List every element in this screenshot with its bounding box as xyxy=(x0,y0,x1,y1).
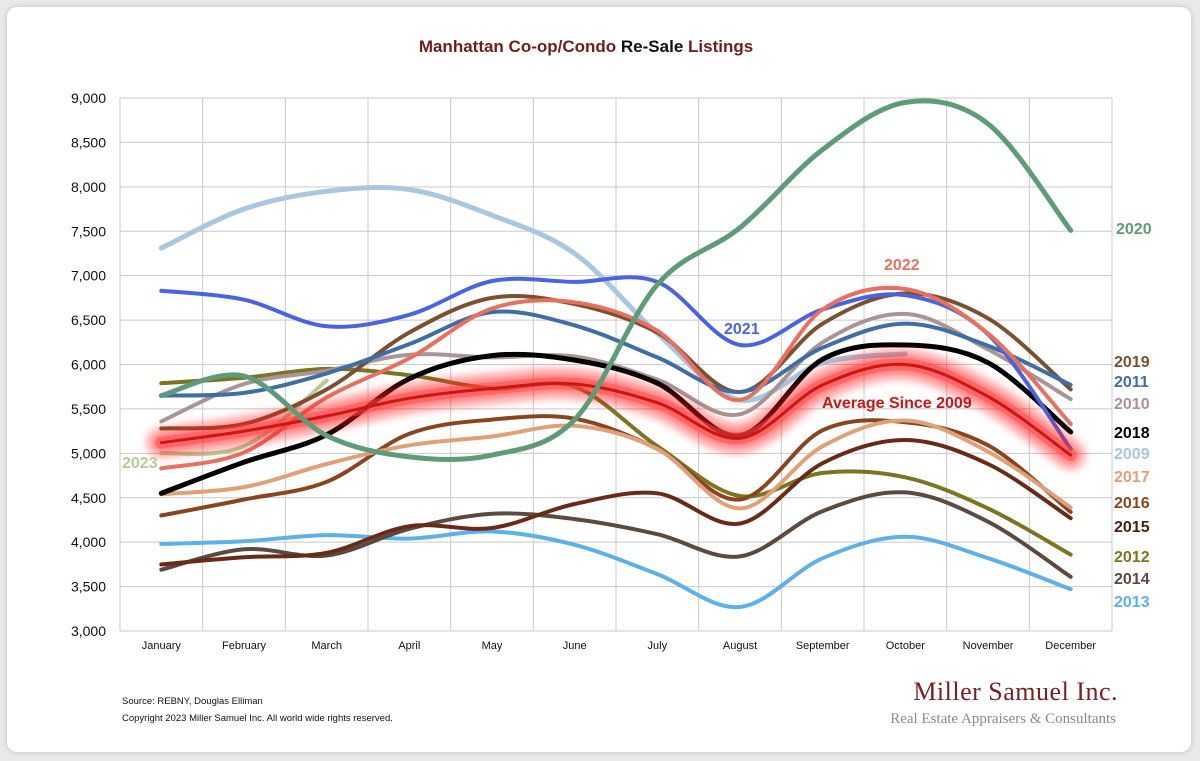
series-line-2010 xyxy=(159,311,1073,424)
series-label-2010: 2010 xyxy=(1114,396,1150,413)
y-tick-label: 3,500 xyxy=(71,579,106,595)
y-axis-ticks: 3,000 3,500 4,000 4,500 5,000 5,500 6,000 6,500… xyxy=(71,90,106,639)
series-label-2023: 2023 xyxy=(122,455,158,472)
x-tick-label: September xyxy=(796,640,850,652)
series-line-2019 xyxy=(159,291,1073,431)
y-tick-label: 4,000 xyxy=(71,534,106,550)
series-label-2021: 2021 xyxy=(724,321,760,338)
series-label-2019: 2019 xyxy=(1114,354,1150,371)
series-label-average-since-2009: Average Since 2009 xyxy=(822,395,972,412)
title-part-3: Listings xyxy=(688,37,753,56)
title-part-1: Manhattan Co-op/Condo xyxy=(419,37,616,56)
x-tick-label: July xyxy=(648,640,668,652)
x-tick-label: November xyxy=(963,640,1014,652)
x-tick-label: March xyxy=(311,640,342,652)
series-label-2009: 2009 xyxy=(1114,446,1150,463)
line-chart: Manhattan Co-op/Condo Re-Sale Listings 3… xyxy=(71,37,1152,727)
series-line-2020 xyxy=(158,98,1074,463)
y-tick-label: 5,000 xyxy=(71,445,106,461)
series-labels: 2020 2022 2021 Average Since 2009 2023 2019 20… xyxy=(122,221,1152,611)
series-line-average-since-2009 xyxy=(159,362,1073,457)
series-lines xyxy=(148,98,1084,610)
series-label-2015: 2015 xyxy=(1114,519,1150,536)
x-axis-ticks: January February March April May June July Augu… xyxy=(142,640,1097,652)
series-line-2012 xyxy=(159,366,1073,557)
y-tick-label: 6,000 xyxy=(71,357,106,373)
y-tick-label: 9,000 xyxy=(71,90,106,106)
series-line-2015 xyxy=(159,437,1073,567)
x-tick-label: December xyxy=(1045,640,1096,652)
y-tick-label: 7,000 xyxy=(71,268,106,284)
y-tick-label: 6,500 xyxy=(71,312,106,328)
x-tick-label: October xyxy=(886,640,925,652)
x-tick-label: May xyxy=(482,640,503,652)
y-tick-label: 8,000 xyxy=(71,179,106,195)
series-label-2012: 2012 xyxy=(1114,549,1150,566)
source-note: Source: REBNY, Douglas Elliman xyxy=(122,696,263,707)
series-label-2014: 2014 xyxy=(1114,571,1150,588)
x-tick-label: August xyxy=(723,640,757,652)
series-line-2017 xyxy=(159,418,1073,511)
series-label-2020: 2020 xyxy=(1116,221,1152,238)
series-label-2022: 2022 xyxy=(884,257,920,274)
y-tick-label: 5,500 xyxy=(71,401,106,417)
series-label-2017: 2017 xyxy=(1114,469,1150,486)
brand-tagline: Real Estate Appraisers & Consultants xyxy=(890,711,1116,727)
copyright-note: Copyright 2023 Miller Samuel Inc. All wo… xyxy=(122,713,393,724)
series-label-2018: 2018 xyxy=(1114,425,1150,442)
series-line-2013 xyxy=(159,529,1073,610)
y-tick-label: 3,000 xyxy=(71,623,106,639)
x-tick-label: April xyxy=(398,640,420,652)
series-line-2011 xyxy=(159,309,1073,398)
series-label-2016: 2016 xyxy=(1114,495,1150,512)
y-tick-label: 4,500 xyxy=(71,490,106,506)
series-label-2013: 2013 xyxy=(1114,594,1150,611)
series-label-2011: 2011 xyxy=(1114,374,1149,391)
series-line-2014 xyxy=(159,490,1073,579)
series-line-2009 xyxy=(158,184,908,403)
y-tick-label: 7,500 xyxy=(71,223,106,239)
x-tick-label: January xyxy=(142,640,182,652)
y-tick-label: 8,500 xyxy=(71,134,106,150)
chart-card: Manhattan Co-op/Condo Re-Sale Listings 3… xyxy=(7,7,1191,752)
chart-title: Manhattan Co-op/Condo Re-Sale Listings xyxy=(419,37,753,56)
series-line-2023 xyxy=(159,378,329,456)
title-part-2: Re-Sale xyxy=(621,37,683,56)
series-line-2021 xyxy=(159,275,1073,451)
x-tick-label: June xyxy=(563,640,587,652)
x-tick-label: February xyxy=(222,640,267,652)
brand-logo: Miller Samuel Inc. xyxy=(913,677,1118,706)
